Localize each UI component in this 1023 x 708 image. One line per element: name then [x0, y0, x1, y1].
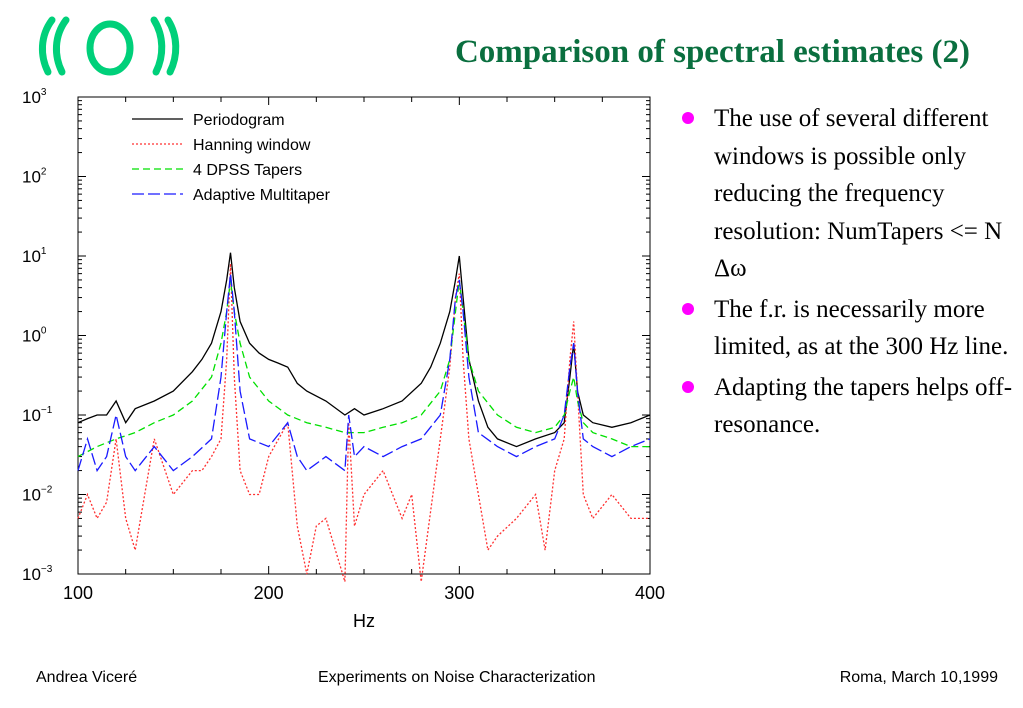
legend-label: Adaptive Multitaper	[193, 187, 331, 204]
y-tick-label: 102	[22, 167, 47, 187]
y-tick-exponent: 3	[41, 87, 47, 98]
series-line-1	[77, 252, 651, 448]
series-line-2	[77, 263, 650, 582]
bullet-text: The f.r. is necessarily more limited, as…	[714, 295, 1009, 361]
bullet-item: The f.r. is necessarily more limited, as…	[680, 291, 1015, 366]
y-tick-exponent: −3	[41, 564, 53, 575]
bullet-text: Adapting the tapers helps off-resonance.	[714, 373, 1013, 439]
footer-title: Experiments on Noise Characterization	[318, 669, 596, 686]
bullet-dot-icon	[682, 112, 694, 124]
y-tick-label: 10−1	[22, 405, 53, 425]
bullet-item: Adapting the tapers helps off-resonance.	[680, 369, 1015, 444]
y-tick-exponent: 2	[41, 167, 47, 178]
legend-label: Periodogram	[193, 112, 285, 129]
y-tick-label: 10−3	[22, 564, 53, 584]
footer-date: Roma, March 10,1999	[839, 669, 998, 686]
y-tick-exponent: 1	[41, 246, 47, 257]
x-tick-label: 400	[635, 583, 665, 603]
y-tick-exponent: −2	[41, 485, 53, 496]
x-tick-label: 300	[444, 583, 474, 603]
bullet-item: The use of several different windows is …	[680, 100, 1015, 288]
plot-frame	[77, 96, 651, 575]
y-tick-exponent: −1	[41, 405, 53, 416]
x-tick-label: 200	[254, 583, 284, 603]
footer-author: Andrea Viceré	[36, 669, 138, 686]
logo-icon	[39, 16, 180, 76]
y-tick-exponent: 0	[41, 326, 47, 337]
bullet-text: The use of several different windows is …	[714, 105, 1003, 282]
y-tick-label: 101	[22, 246, 47, 266]
legend-label: Hanning window	[193, 137, 311, 154]
y-tick-label: 103	[22, 87, 47, 107]
series-line-4	[77, 273, 651, 473]
page-title: Comparison of spectral estimates (2)	[454, 34, 970, 70]
series-line-3	[77, 279, 650, 458]
bullet-list: The use of several different windows is …	[680, 100, 1015, 447]
y-tick-label: 100	[22, 326, 47, 346]
x-axis-label: Hz	[353, 611, 375, 631]
bullet-dot-icon	[682, 380, 694, 393]
y-tick-label: 10−2	[22, 485, 53, 505]
legend-label: 4 DPSS Tapers	[193, 162, 302, 179]
bullet-dot-icon	[682, 302, 694, 315]
x-tick-label: 100	[63, 583, 93, 603]
